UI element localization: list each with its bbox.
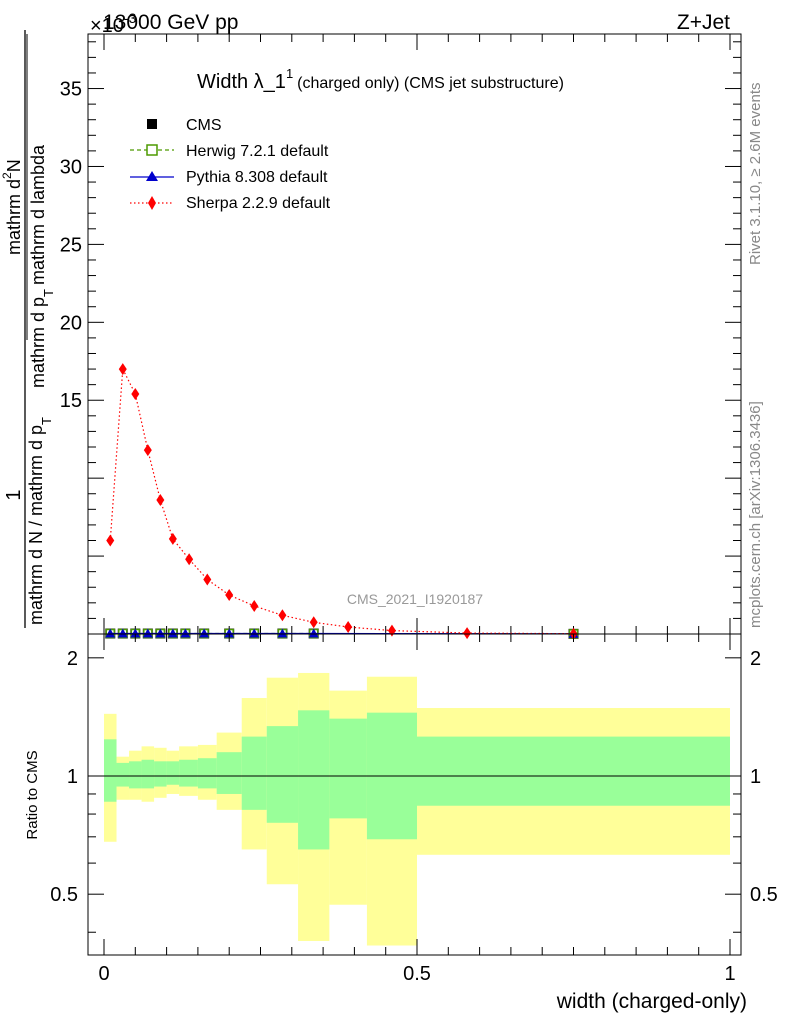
ratio-bands-group (104, 672, 730, 946)
ratio-y-tick-label: 2 (67, 648, 78, 670)
ratio-inner-band (154, 761, 167, 787)
data-point (105, 628, 116, 638)
data-point (250, 599, 259, 612)
mcplots-label: mcplots.cern.ch [arXiv:1306.3436] (747, 401, 764, 628)
ratio-y-tick-label-right: 1 (750, 766, 761, 788)
data-point (387, 624, 396, 637)
main-y-axis-label: 1 mathrm d N / mathrm d pT mathrm d2N ma… (0, 30, 56, 628)
x-tick-label: 1 (724, 963, 735, 985)
ratio-inner-band (104, 739, 117, 802)
data-point (156, 493, 165, 506)
main-title: Width λ_11(charged only) (CMS jet substr… (197, 66, 564, 93)
ylabel-inner-numerator: mathrm d2N (0, 159, 24, 255)
header-process: Z+Jet (677, 11, 730, 34)
ratio-inner-band (197, 758, 217, 789)
analysis-watermark: CMS_2021_I1920187 (347, 591, 483, 607)
data-point (344, 620, 353, 633)
main-y-tick-label: 20 (60, 312, 82, 334)
main-y-tick-label: 35 (60, 79, 82, 101)
main-y-tick-label: 30 (60, 156, 82, 178)
x-axis-label: width (charged-only) (556, 990, 747, 1013)
legend-marker-herwig (146, 144, 158, 156)
data-point (203, 573, 212, 586)
main-y-tick-label: 15 (60, 390, 82, 412)
header-exponent: ×10-3 (90, 10, 137, 37)
main-y-tick-labels: 15 20 25 30 35 (60, 79, 82, 413)
ratio-inner-band (266, 726, 299, 823)
data-point (463, 627, 472, 640)
main-series-group (105, 363, 579, 640)
ratio-inner-band (179, 759, 198, 787)
legend-marker-sherpa (148, 196, 156, 210)
data-point (225, 589, 234, 602)
ratio-plot-frame (87, 633, 742, 956)
data-point (180, 628, 191, 638)
ylabel-denominator-main: mathrm d N / mathrm d pT (26, 417, 54, 625)
data-point (118, 363, 127, 376)
main-y-tick-label: 25 (60, 234, 82, 256)
ratio-inner-band (329, 718, 367, 819)
ylabel-inner-denominator: mathrm d pTmathrm d lambda (28, 144, 56, 388)
x-tick-label: 0.5 (403, 963, 431, 985)
ratio-inner-band (298, 710, 330, 850)
data-point (142, 628, 153, 638)
ratio-inner-band (216, 752, 242, 794)
ratio-y-tick-label-right: 0.5 (750, 884, 778, 906)
data-point (143, 444, 152, 457)
data-point (199, 628, 210, 638)
data-point (224, 628, 235, 638)
ratio-axis-ticks (88, 634, 741, 955)
data-point (167, 628, 178, 638)
ratio-y-tick-label: 0.5 (50, 884, 78, 906)
data-point (249, 628, 260, 638)
ylabel-numerator-one: 1 (3, 489, 25, 500)
legend-label-sherpa: Sherpa 2.2.9 default (186, 195, 331, 212)
data-point (155, 628, 166, 638)
legend-label-pythia: Pythia 8.308 default (186, 169, 328, 186)
data-point (308, 628, 319, 638)
rivet-label: Rivet 3.1.10, ≥ 2.6M events (747, 83, 764, 266)
series-line-3 (109, 366, 574, 635)
data-point (106, 534, 115, 547)
legend-label-herwig: Herwig 7.2.1 default (186, 143, 329, 160)
legend-marker-pythia (146, 171, 158, 181)
ratio-inner-band (166, 761, 180, 785)
data-point (117, 628, 128, 638)
ratio-inner-band (241, 736, 267, 810)
ratio-inner-band (417, 736, 730, 806)
legend-marker-cms (147, 119, 157, 129)
ratio-y-tick-label: 1 (67, 766, 78, 788)
data-point (309, 616, 318, 629)
ratio-y-axis-label: Ratio to CMS (24, 750, 41, 839)
data-point (278, 609, 287, 622)
ratio-tick-labels: 0.5 0.5 1 1 2 2 0 0.5 1 (50, 648, 778, 985)
data-point (185, 553, 194, 566)
ratio-y-tick-label-right: 2 (750, 648, 761, 670)
data-point (277, 628, 288, 638)
legend: CMS Herwig 7.2.1 default Pythia 8.308 de… (130, 117, 331, 212)
ratio-inner-band (116, 762, 130, 787)
ratio-inner-band (129, 761, 142, 789)
data-point (130, 628, 141, 638)
x-tick-label: 0 (98, 963, 109, 985)
header-energy: 13000 GeV pp (103, 11, 238, 34)
data-point (131, 388, 140, 400)
data-point (168, 532, 177, 545)
legend-label-cms: CMS (186, 117, 222, 134)
ratio-inner-band (141, 759, 155, 789)
